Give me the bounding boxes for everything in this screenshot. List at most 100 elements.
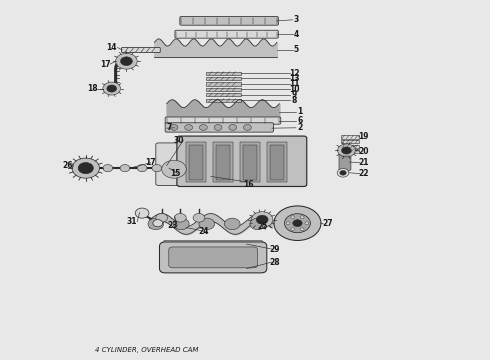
Circle shape [120,165,130,172]
Circle shape [173,218,189,230]
Circle shape [338,144,355,157]
Circle shape [103,82,121,95]
Text: 29: 29 [269,245,280,253]
Text: 5: 5 [294,45,299,54]
Circle shape [185,125,193,130]
Text: 12: 12 [289,68,299,77]
FancyBboxPatch shape [177,136,307,186]
Text: 11: 11 [289,79,299,88]
Circle shape [300,228,304,230]
Text: 8: 8 [292,95,296,104]
Text: 26: 26 [62,161,73,170]
Circle shape [214,125,222,130]
Text: 3: 3 [294,15,299,24]
Circle shape [291,216,294,219]
Circle shape [286,222,290,225]
Circle shape [337,168,349,177]
Bar [206,88,241,91]
Circle shape [137,165,147,172]
Text: 9: 9 [292,90,296,99]
Text: 25: 25 [257,222,268,231]
Bar [243,145,257,180]
Bar [206,93,241,96]
Circle shape [162,160,186,178]
Text: 31: 31 [126,217,137,226]
Bar [240,142,260,182]
Text: 2: 2 [297,123,302,132]
Circle shape [148,218,164,230]
Bar [206,82,241,86]
Text: 20: 20 [358,147,369,156]
FancyBboxPatch shape [160,242,267,273]
Text: 30: 30 [173,136,184,145]
Text: 10: 10 [289,85,299,94]
Circle shape [116,53,137,69]
Text: 14: 14 [106,43,117,52]
Circle shape [244,125,251,130]
Text: 15: 15 [170,169,181,178]
Circle shape [156,213,168,222]
Text: 18: 18 [87,84,98,93]
Text: 17: 17 [145,158,156,167]
FancyBboxPatch shape [156,143,188,185]
Circle shape [199,125,207,130]
Bar [270,145,284,180]
Text: 7: 7 [167,123,172,132]
Bar [206,77,241,80]
Text: 13: 13 [289,74,299,83]
Circle shape [152,165,162,172]
Text: 4 CYLINDER, OVERHEAD CAM: 4 CYLINDER, OVERHEAD CAM [96,347,198,353]
FancyBboxPatch shape [169,247,258,268]
FancyBboxPatch shape [122,48,160,53]
Circle shape [107,85,117,92]
Bar [341,149,359,153]
Text: 28: 28 [269,258,280,266]
Bar [341,140,359,143]
Circle shape [78,163,93,174]
Text: 23: 23 [167,221,178,230]
Circle shape [285,214,310,233]
FancyBboxPatch shape [180,17,278,25]
Circle shape [72,158,99,178]
Bar [206,72,241,75]
Bar [216,145,230,180]
Circle shape [224,218,240,230]
Circle shape [153,220,163,227]
Circle shape [250,218,266,230]
Text: 21: 21 [358,158,369,167]
Circle shape [193,213,205,222]
Text: 22: 22 [358,169,369,178]
Text: 17: 17 [100,60,111,69]
Circle shape [121,57,132,66]
Circle shape [256,215,268,224]
Text: 6: 6 [297,116,302,125]
Circle shape [340,170,346,175]
Bar [189,145,203,180]
Circle shape [103,165,113,172]
Circle shape [305,222,309,225]
FancyBboxPatch shape [164,240,263,248]
Circle shape [229,125,237,130]
Bar [206,99,241,102]
FancyBboxPatch shape [339,154,351,170]
Bar [341,135,359,139]
Text: 24: 24 [198,228,209,236]
Text: 1: 1 [297,107,302,116]
Circle shape [274,206,321,240]
Circle shape [293,220,302,227]
Text: 19: 19 [358,132,369,140]
Bar [267,142,287,182]
Text: 16: 16 [243,180,254,189]
Bar [213,142,233,182]
Text: 4: 4 [294,30,299,39]
FancyBboxPatch shape [165,117,281,124]
Circle shape [170,125,178,130]
Circle shape [300,216,304,219]
Circle shape [251,212,273,228]
Circle shape [135,208,149,218]
Bar [186,142,206,182]
Circle shape [199,218,215,230]
FancyBboxPatch shape [165,123,273,132]
Circle shape [291,228,294,230]
Bar [341,145,359,148]
